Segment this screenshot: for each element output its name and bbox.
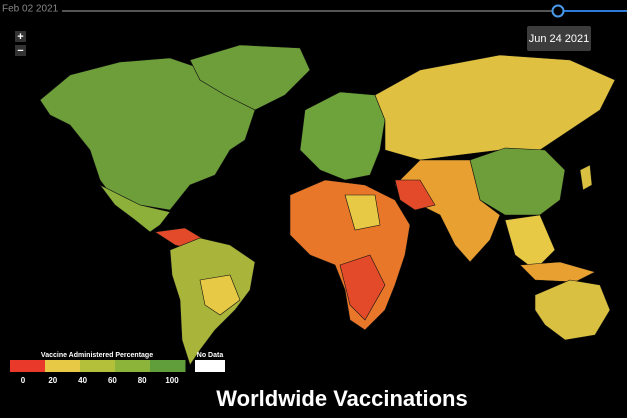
sahel	[344, 194, 381, 231]
china	[469, 147, 566, 216]
world-map	[39, 44, 616, 366]
japan	[579, 164, 593, 191]
date-tooltip	[527, 26, 591, 51]
no-data-label: No Data	[197, 352, 224, 359]
legend-swatch	[45, 360, 81, 372]
bolivia-paraguay	[199, 274, 241, 316]
legend-swatch	[80, 360, 116, 372]
indonesia	[519, 261, 596, 283]
zoom-in-button[interactable]	[15, 31, 26, 42]
australia	[534, 279, 611, 341]
greenland	[189, 44, 311, 111]
legend: Vaccine Administered Percentage No Data …	[10, 352, 225, 385]
legend-tick-label: 100	[165, 376, 179, 385]
mexico	[99, 184, 171, 233]
legend-tick-label: 80	[138, 376, 147, 385]
legend-swatch	[10, 360, 46, 372]
legend-tick-label: 60	[108, 376, 117, 385]
zoom-in-label[interactable]: +	[17, 31, 23, 43]
no-data-swatch	[195, 360, 225, 372]
legend-tick-label: 40	[78, 376, 87, 385]
legend-tick-label: 20	[48, 376, 57, 385]
europe	[299, 91, 386, 181]
date-tooltip-text: Jun 24 2021	[529, 33, 590, 45]
north-america	[39, 57, 256, 211]
zoom-out-button[interactable]	[15, 45, 26, 56]
southeast-asia	[504, 214, 556, 271]
iran-afghanistan	[394, 179, 436, 211]
map-title: Worldwide Vaccinations	[216, 386, 467, 411]
slider-start-label: Feb 02 2021	[2, 4, 59, 15]
time-slider-thumb[interactable]	[551, 4, 565, 18]
zoom-out-label[interactable]: −	[17, 45, 23, 57]
russia	[374, 54, 616, 161]
legend-title: Vaccine Administered Percentage	[41, 352, 153, 359]
legend-swatch	[150, 360, 186, 372]
legend-swatch	[115, 360, 151, 372]
legend-tick-label: 0	[21, 376, 26, 385]
central-africa	[339, 254, 386, 321]
